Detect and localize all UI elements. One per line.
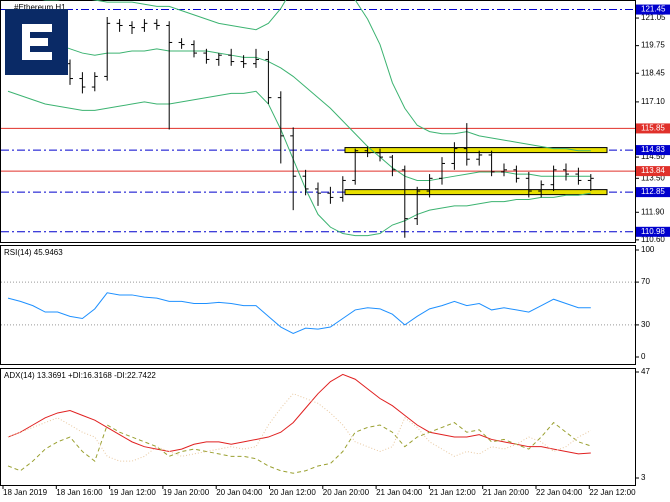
band-line — [42, 0, 591, 152]
level-label-box — [636, 145, 670, 156]
panel-title: #Ethereum,H1 — [14, 3, 66, 12]
plot-area — [1, 281, 635, 335]
level-label: 113.84 — [641, 166, 665, 175]
plot-area — [7, 373, 592, 474]
logo-mark — [22, 24, 52, 60]
y-tick-label: 110.60 — [641, 235, 665, 244]
y-tick-label: 119.75 — [641, 41, 665, 50]
x-tick-label: 21 Jan 12:00 — [429, 488, 476, 497]
x-tick-label: 21 Jan 20:00 — [483, 488, 530, 497]
y-tick-label: 117.10 — [641, 97, 665, 106]
level-label-box — [636, 166, 670, 177]
x-tick-label: 22 Jan 12:00 — [589, 488, 636, 497]
indicator-line — [7, 292, 591, 335]
y-tick-label: 121.05 — [641, 13, 666, 22]
plot-area — [1, 0, 635, 238]
panel-frame — [0, 245, 636, 365]
y-tick-label: 3 — [641, 473, 646, 482]
x-tick-label: 18 Jan 16:00 — [56, 488, 103, 497]
level-label-box — [636, 187, 670, 198]
band-line — [8, 33, 591, 181]
x-tick-label: 22 Jan 04:00 — [536, 488, 583, 497]
level-label: 110.98 — [641, 227, 665, 236]
level-highlight — [344, 189, 608, 196]
y-tick-label: 70 — [641, 277, 650, 286]
y-tick-label: 113.50 — [641, 173, 665, 182]
level-label-box — [636, 123, 670, 134]
band-line — [7, 90, 591, 237]
level-highlight — [344, 147, 608, 154]
level-label: 121.45 — [641, 5, 666, 14]
level-label: 115.85 — [641, 124, 665, 133]
y-tick-label: 118.45 — [641, 68, 665, 77]
indicator-line — [7, 421, 591, 474]
x-tick-label: 20 Jan 12:00 — [270, 488, 317, 497]
x-tick-label: 20 Jan 04:00 — [216, 488, 263, 497]
panel-frame — [0, 0, 636, 243]
y-tick-label: 0 — [641, 352, 646, 361]
logo — [5, 9, 68, 75]
x-tick-label: 20 Jan 20:00 — [323, 488, 370, 497]
level-label: 112.85 — [641, 187, 665, 196]
x-tick-label: 19 Jan 20:00 — [163, 488, 210, 497]
level-label-box — [636, 226, 670, 237]
panel-frame — [0, 368, 636, 486]
panel-title: ADX(14) 13.3691 +DI:16.3168 -DI:22.7422 — [4, 371, 156, 380]
y-tick-label: 30 — [641, 320, 650, 329]
y-tick-label: 100 — [641, 245, 655, 254]
y-tick-label: 47 — [641, 367, 650, 376]
indicator-line — [7, 393, 592, 462]
x-tick-label: 21 Jan 04:00 — [376, 488, 423, 497]
panel-title: RSI(14) 45.9463 — [4, 248, 63, 257]
y-tick-label: 114.50 — [641, 152, 665, 161]
y-tick-label: 111.90 — [641, 207, 665, 216]
level-label-box — [636, 4, 670, 15]
x-tick-label: 19 Jan 12:00 — [110, 488, 157, 497]
level-label: 114.83 — [641, 145, 665, 154]
x-tick-label: 18 Jan 2019 — [3, 488, 48, 497]
indicator-line — [7, 373, 591, 455]
